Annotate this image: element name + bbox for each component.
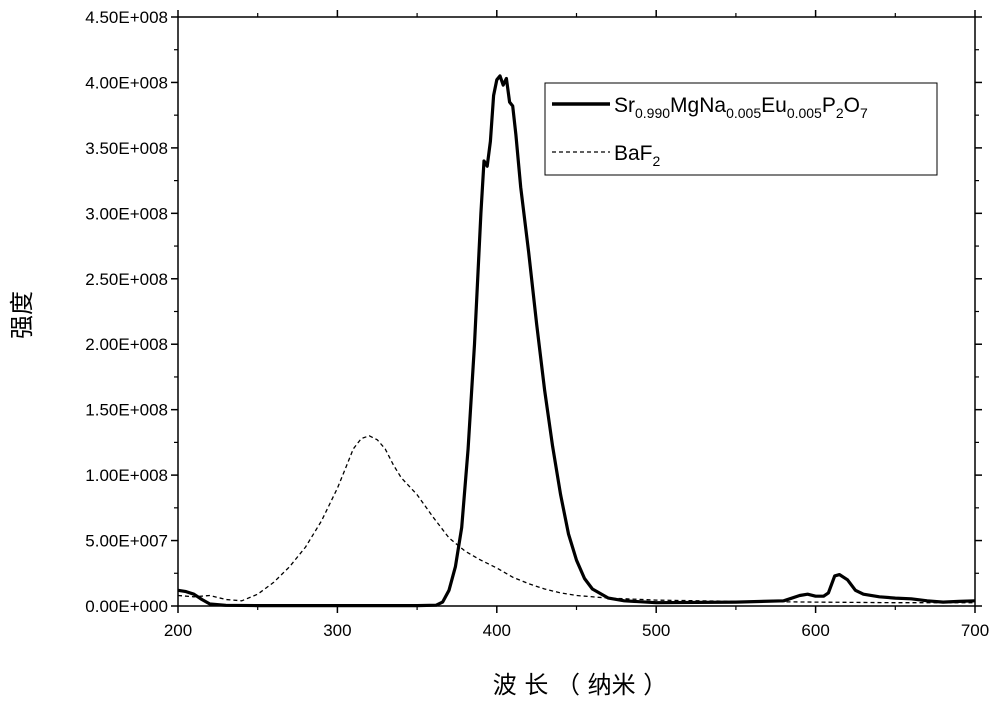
x-tick-label: 600 xyxy=(801,621,829,640)
legend-box xyxy=(544,82,938,176)
axis-ticks xyxy=(171,10,982,613)
x-tick-label: 400 xyxy=(483,621,511,640)
y-tick-label: 0.00E+000 xyxy=(85,597,168,616)
y-tick-label: 1.00E+008 xyxy=(85,466,168,485)
y-tick-label: 2.00E+008 xyxy=(85,335,168,354)
y-tick-label: 2.50E+008 xyxy=(85,270,168,289)
tick-labels: 200 300 400 500 600 700 0.00E+000 5.00E+007 1.00… xyxy=(85,8,989,640)
y-tick-label: 4.00E+008 xyxy=(85,73,168,92)
y-tick-label: 3.00E+008 xyxy=(85,204,168,223)
y-tick-label: 1.50E+008 xyxy=(85,401,168,420)
x-tick-label: 500 xyxy=(642,621,670,640)
y-tick-label: 3.50E+008 xyxy=(85,139,168,158)
legend-label-1: BaF2 xyxy=(614,142,661,169)
series-line-0 xyxy=(177,74,976,608)
series-layer xyxy=(177,74,976,608)
y-tick-label: 5.00E+007 xyxy=(85,532,168,551)
legend-label-0: Sr0.990MgNa0.005Eu0.005P2O7 xyxy=(614,94,868,121)
y-tick-label: 4.50E+008 xyxy=(85,8,168,27)
y-axis-title: 强度 xyxy=(8,291,36,339)
x-tick-label: 700 xyxy=(961,621,989,640)
series-line-1 xyxy=(177,435,975,604)
legend: Sr0.990MgNa0.005Eu0.005P2O7 BaF2 xyxy=(544,82,938,176)
x-tick-label: 300 xyxy=(323,621,351,640)
x-tick-label: 200 xyxy=(164,621,192,640)
x-axis-title: 波 长 （ 纳米 ） xyxy=(493,671,668,699)
